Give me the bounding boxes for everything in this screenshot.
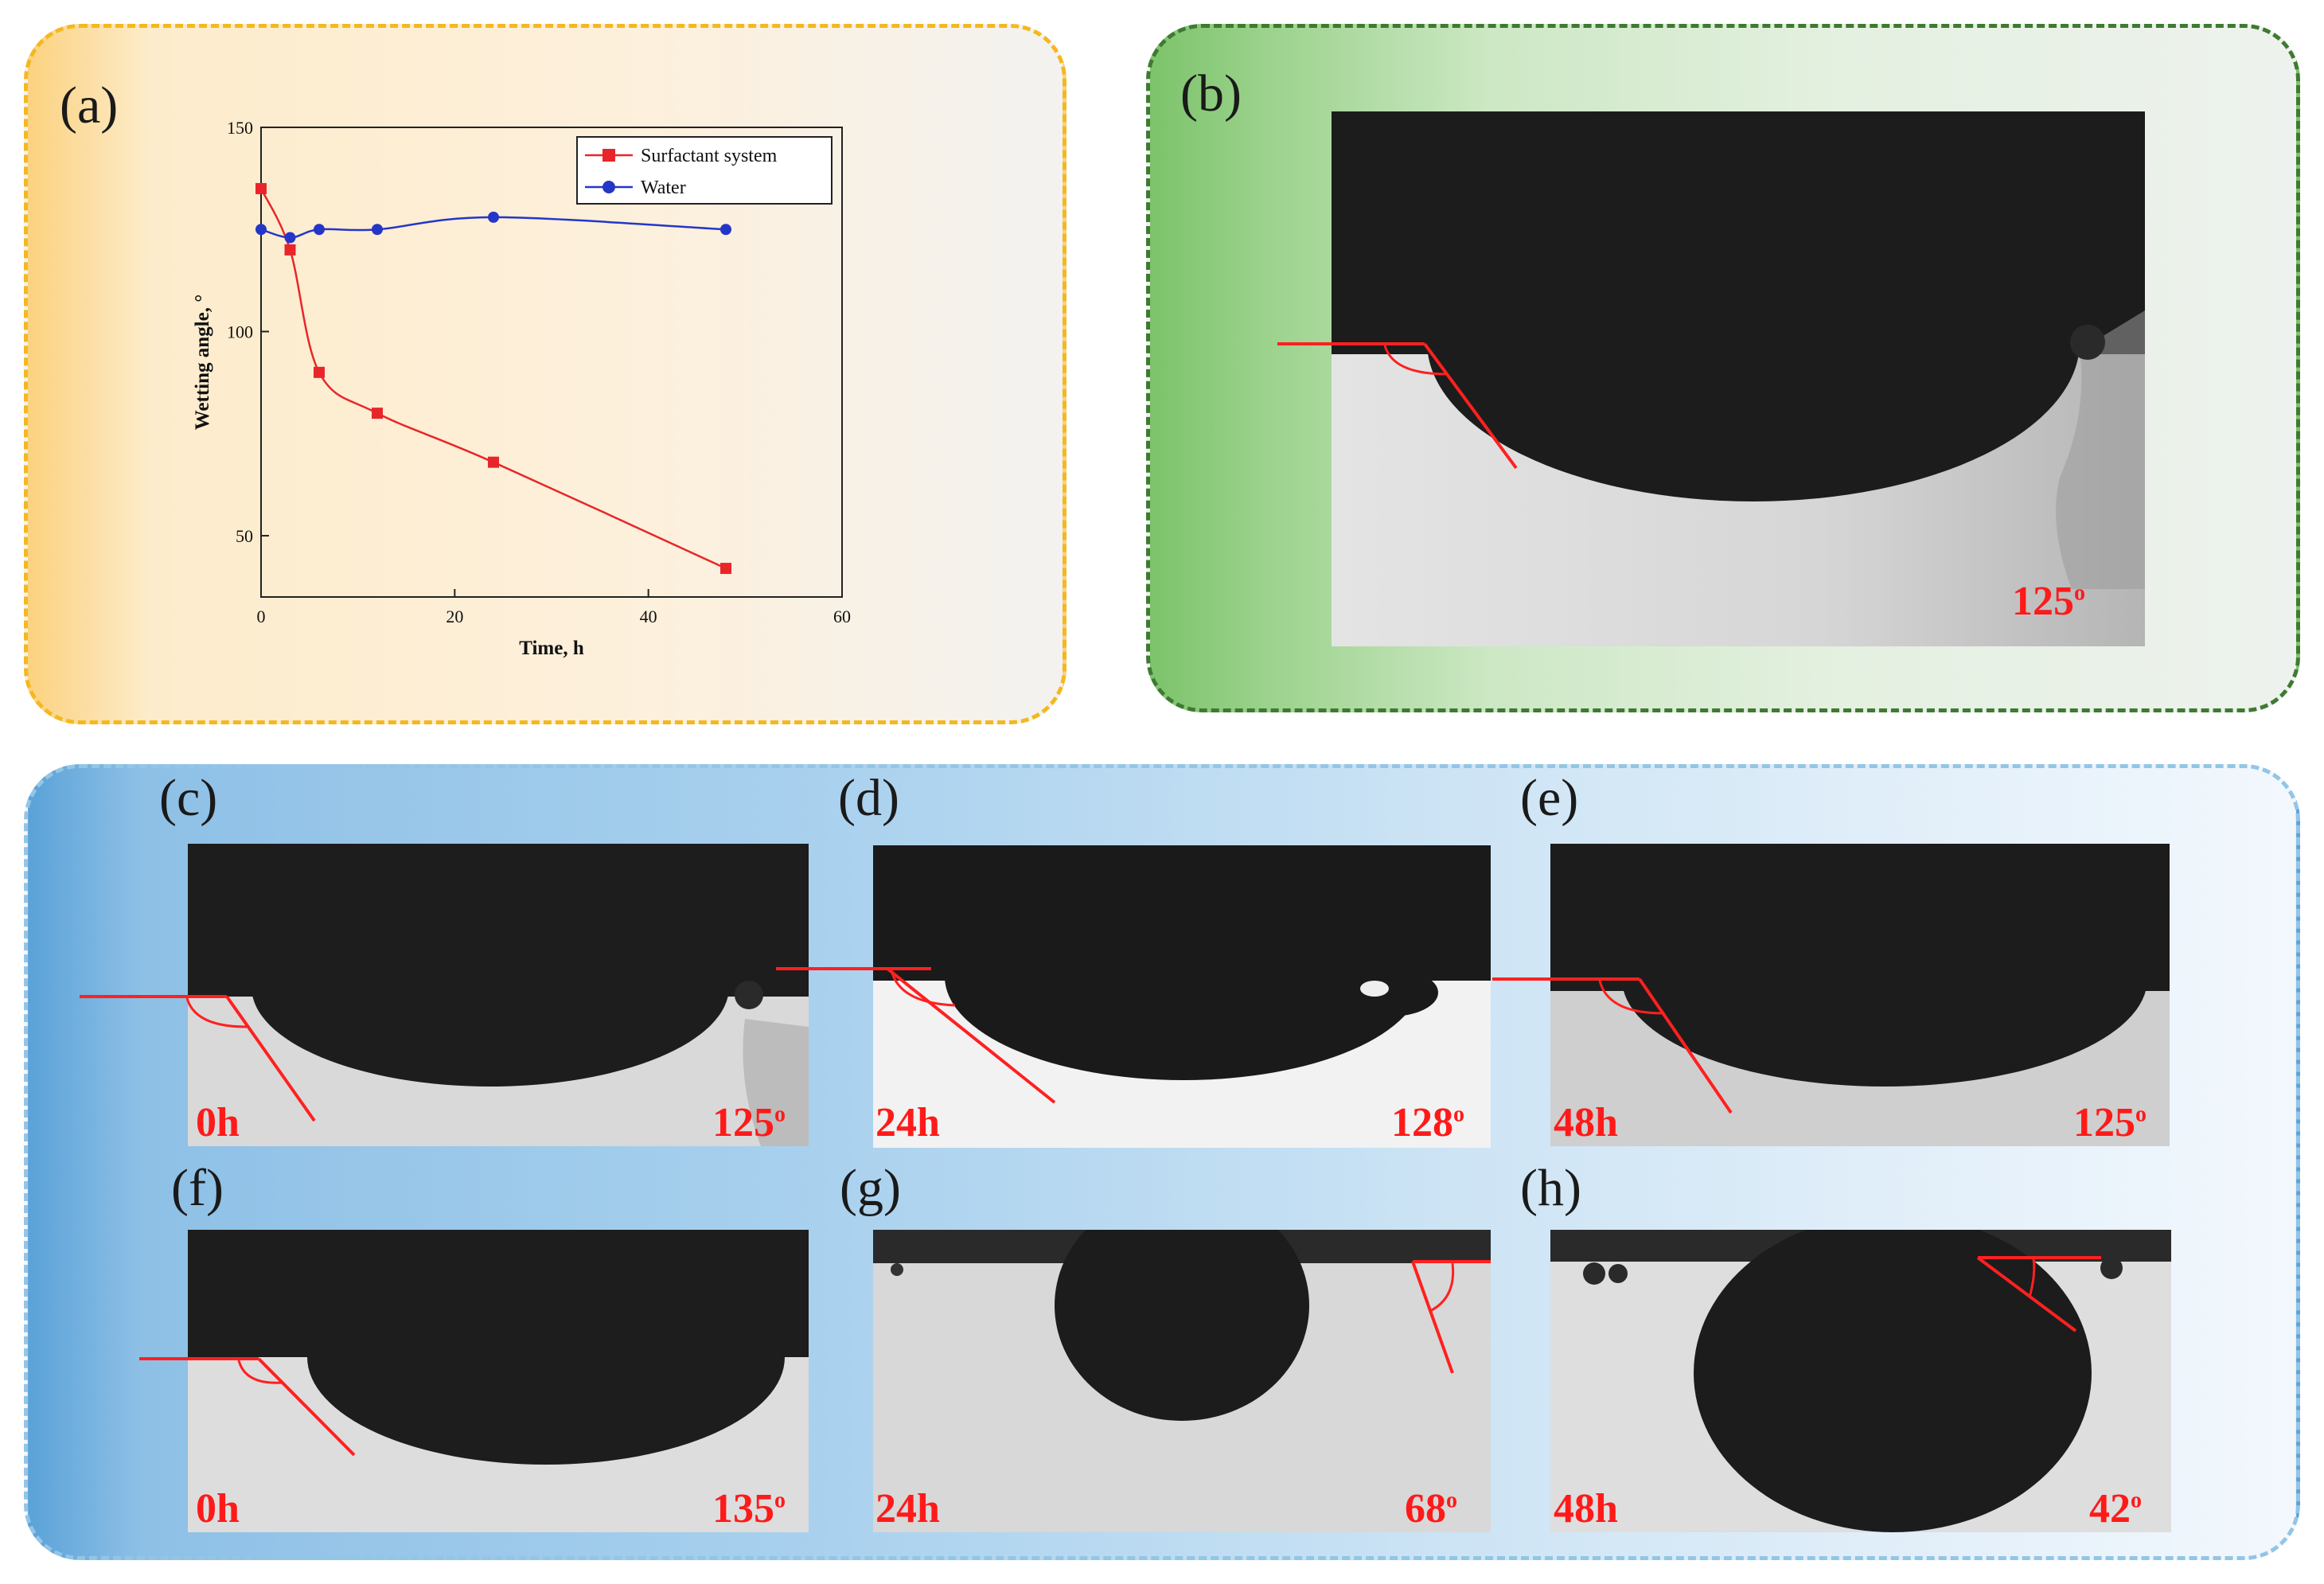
wetting-angle-chart: 0 20 40 60 50 100 150 Time, h Wetting angle, °…	[192, 119, 851, 659]
surfactant-data-point	[314, 366, 325, 378]
panel-label-d: (d)	[838, 769, 899, 827]
angle-caption-b: 125o	[2012, 579, 2085, 624]
droplet-photo-h	[1550, 1230, 2171, 1532]
angle-lines-g	[1411, 1260, 1491, 1374]
droplet-photo-d	[873, 845, 1491, 1148]
angle-caption-h: 42o	[2089, 1486, 2142, 1531]
surfactant-data-point	[720, 563, 731, 575]
angle-lines-d	[776, 967, 1056, 1104]
y-tick-label: 50	[236, 526, 253, 546]
droplet-photo-e	[1550, 844, 2170, 1146]
legend-label-surfactant: Surfactant system	[641, 146, 778, 166]
panel-label-a: (a)	[60, 76, 119, 135]
droplet-photo-b	[1332, 111, 2145, 646]
water-data-point	[488, 211, 499, 223]
time-caption-c: 0h	[196, 1100, 240, 1145]
legend-marker-surfactant	[602, 149, 615, 162]
panel-label-b: (b)	[1180, 64, 1242, 123]
time-caption-g: 24h	[875, 1486, 940, 1531]
panel-label-h: (h)	[1520, 1159, 1581, 1217]
water-data-point	[314, 224, 325, 236]
droplet-photo-c	[188, 844, 809, 1146]
water-data-point	[284, 232, 296, 244]
y-tick-label: 150	[227, 119, 253, 138]
surfactant-data-point	[255, 182, 267, 194]
water-data-point	[720, 224, 731, 236]
water-data-point	[372, 224, 383, 236]
angle-lines-c	[80, 995, 316, 1122]
angle-caption-e: 125o	[2073, 1100, 2147, 1145]
plot-area	[260, 127, 843, 598]
x-axis-label: Time, h	[519, 638, 584, 659]
legend-marker-water	[602, 181, 615, 193]
angle-lines-h	[1976, 1256, 2101, 1332]
angle-lines-f	[139, 1357, 356, 1457]
surfactant-series-line	[259, 188, 727, 570]
legend: Surfactant system Water	[576, 136, 833, 205]
angle-caption-f: 135o	[712, 1486, 786, 1531]
time-caption-e: 48h	[1554, 1100, 1618, 1145]
surfactant-data-point	[372, 408, 383, 419]
legend-label-water: Water	[641, 178, 686, 198]
panel-label-g: (g)	[840, 1159, 901, 1217]
x-tick-label: 40	[640, 607, 657, 626]
panel-label-e: (e)	[1520, 769, 1579, 827]
surfactant-data-point	[488, 456, 499, 468]
angle-caption-c: 125o	[712, 1100, 786, 1145]
y-tick-label: 100	[227, 322, 253, 342]
angle-lines-b	[1277, 342, 1518, 470]
y-axis-label: Wetting angle, °	[192, 295, 213, 430]
surfactant-data-point	[284, 244, 296, 256]
droplet-photo-g	[873, 1230, 1491, 1532]
water-data-point	[255, 224, 267, 236]
time-caption-d: 24h	[875, 1100, 940, 1145]
time-caption-f: 0h	[196, 1486, 240, 1531]
panel-label-c: (c)	[159, 769, 218, 827]
droplet-photo-f	[188, 1230, 809, 1532]
x-tick-label: 60	[833, 607, 851, 626]
angle-lines-e	[1492, 977, 1733, 1114]
panel-label-f: (f)	[171, 1159, 224, 1217]
x-tick-label: 0	[257, 607, 266, 626]
time-caption-h: 48h	[1554, 1486, 1618, 1531]
x-tick-label: 20	[446, 607, 463, 626]
angle-caption-d: 128o	[1391, 1100, 1464, 1145]
angle-caption-g: 68o	[1405, 1486, 1457, 1531]
panel-a-frame	[24, 24, 1066, 724]
